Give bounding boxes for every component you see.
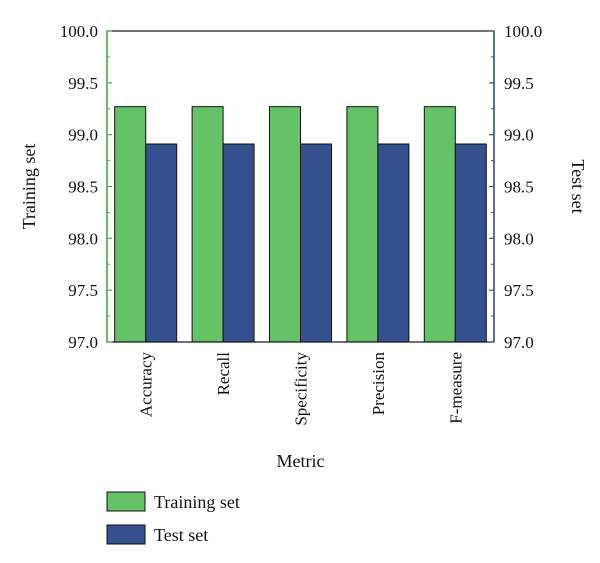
bar-test-set-precision bbox=[377, 143, 410, 343]
bar-test-set-specificity bbox=[300, 143, 332, 343]
bar-training-set-f-measure bbox=[423, 106, 456, 343]
y2-axis-title: Test set bbox=[568, 159, 588, 213]
x-tick-label: Precision bbox=[369, 352, 388, 416]
right-tick-label: 98.0 bbox=[504, 229, 534, 248]
x-axis: Accuracy Recall Specificity Precision F-meas… bbox=[137, 338, 465, 426]
legend-label-test-set: Test set bbox=[154, 525, 208, 545]
right-tick-label: 99.0 bbox=[504, 126, 534, 145]
bar-training-set-accuracy bbox=[114, 106, 147, 343]
left-tick-label: 99.5 bbox=[68, 74, 98, 93]
right-y-axis: 97.0 97.5 98.0 98.5 99.0 99.5 100.0 bbox=[489, 22, 542, 352]
x-tick-label: Accuracy bbox=[137, 352, 156, 418]
x-tick-label: F-measure bbox=[446, 352, 465, 424]
x-axis-title: Metric bbox=[277, 451, 325, 471]
left-tick-label: 97.0 bbox=[68, 333, 98, 352]
x-tick-label: Specificity bbox=[292, 352, 311, 426]
bar-training-set-specificity bbox=[269, 106, 301, 343]
left-tick-label: 98.5 bbox=[68, 178, 98, 197]
bar-training-set-recall bbox=[191, 106, 224, 343]
right-tick-label: 99.5 bbox=[504, 74, 534, 93]
y-axis-title: Training set bbox=[19, 144, 39, 230]
left-y-axis: 97.0 97.5 98.0 98.5 99.0 99.5 100.0 bbox=[60, 22, 112, 352]
right-tick-label: 100.0 bbox=[504, 22, 542, 41]
right-tick-label: 97.0 bbox=[504, 333, 534, 352]
legend-swatch-training-set bbox=[106, 491, 146, 512]
x-tick-label: Recall bbox=[214, 352, 233, 396]
right-tick-label: 98.5 bbox=[504, 178, 534, 197]
legend: Training set Test set bbox=[106, 491, 240, 545]
bar-test-set-accuracy bbox=[145, 143, 178, 343]
bar-test-set-f-measure bbox=[454, 143, 487, 343]
right-tick-label: 97.5 bbox=[504, 281, 534, 300]
bar-training-set-precision bbox=[346, 106, 379, 343]
left-tick-label: 99.0 bbox=[68, 126, 98, 145]
left-tick-label: 98.0 bbox=[68, 229, 98, 248]
bar-test-set-recall bbox=[222, 143, 255, 343]
left-tick-label: 97.5 bbox=[68, 281, 98, 300]
bars-layer bbox=[114, 106, 487, 343]
left-tick-label: 100.0 bbox=[60, 22, 98, 41]
legend-swatch-test-set bbox=[106, 524, 146, 545]
legend-label-training-set: Training set bbox=[154, 492, 240, 512]
